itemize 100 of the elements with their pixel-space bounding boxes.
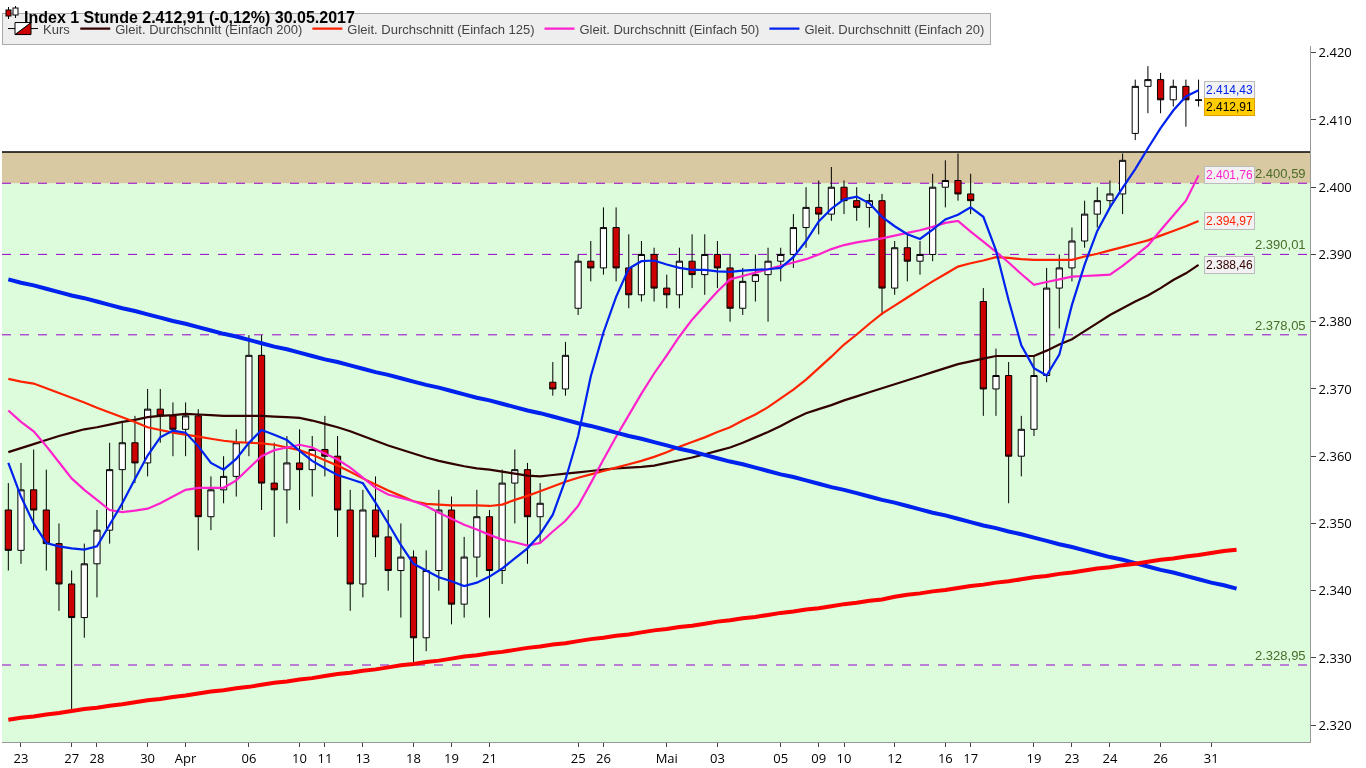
data-label: 2.414,43	[1206, 83, 1254, 97]
y-tick-label: 2.370	[1318, 379, 1352, 398]
candlestick	[232, 428, 240, 498]
x-tick-label: 05	[773, 748, 789, 767]
line-series	[6, 547, 1239, 722]
candlestick	[1169, 79, 1177, 108]
candlestick	[625, 233, 633, 309]
candlestick	[106, 442, 114, 545]
legend-label: Gleit. Durchschnitt (Einfach 20)	[804, 21, 985, 37]
candlestick	[1156, 72, 1165, 114]
candlestick	[169, 401, 177, 457]
candlestick	[359, 489, 367, 598]
candlestick	[929, 173, 937, 262]
candlestick	[701, 233, 709, 296]
x-tick-label: 11	[317, 748, 333, 767]
ref-line-label: 2.390,01	[1255, 237, 1306, 252]
ref-line-label: 2.328,95	[1255, 648, 1306, 663]
candlestick	[815, 179, 823, 235]
candlestick	[485, 509, 494, 619]
candlestick	[1106, 179, 1114, 208]
y-tick-label: 2.340	[1318, 581, 1352, 600]
candlestick	[435, 489, 443, 592]
candlestick	[384, 509, 392, 592]
candlestick	[283, 435, 291, 524]
candlestick	[574, 253, 582, 316]
candlestick	[992, 348, 1000, 417]
candlestick	[42, 469, 50, 572]
y-tick-label: 2.420	[1318, 43, 1352, 62]
candlestick	[1005, 361, 1013, 504]
candlestick	[346, 489, 354, 612]
x-tick-label: 12	[887, 748, 903, 767]
line-series	[7, 219, 1200, 508]
candlestick	[207, 475, 215, 531]
candlestick	[1081, 200, 1089, 249]
candlestick	[713, 240, 722, 289]
x-tick-label: 28	[89, 748, 105, 767]
candlestick	[397, 522, 405, 619]
candlestick	[688, 233, 696, 289]
candlestick	[587, 240, 595, 282]
x-tick-label: 16	[937, 748, 953, 767]
candlestick	[1131, 79, 1139, 141]
candlestick	[194, 408, 202, 551]
x-tick-label: 10	[292, 748, 307, 767]
candlestick	[55, 522, 63, 612]
candlestick	[422, 549, 430, 652]
y-tick-label: 2.360	[1318, 446, 1352, 465]
candlestick	[675, 247, 684, 309]
candlestick	[80, 543, 88, 639]
y-tick-label: 2.390	[1318, 245, 1352, 264]
candlestick	[663, 274, 671, 309]
candlestick	[1144, 65, 1152, 114]
candlestick	[916, 240, 924, 276]
x-tick-label: 17	[963, 748, 979, 767]
candlestick	[118, 422, 126, 511]
candlestick	[637, 240, 646, 303]
candlestick	[739, 267, 747, 316]
candlestick	[599, 206, 608, 276]
candlestick	[979, 287, 987, 417]
x-tick-label: 27	[64, 748, 80, 767]
x-tick-label: 23	[13, 748, 29, 767]
x-tick-label: 13	[355, 748, 371, 767]
x-tick-label: Mai	[655, 748, 678, 767]
candlestick	[536, 482, 544, 545]
x-tick-label: 23	[1064, 748, 1080, 767]
candlestick	[156, 388, 164, 444]
legend-label: Gleit. Durchschnitt (Einfach 50)	[579, 21, 760, 37]
candlestick	[751, 253, 759, 303]
candlestick	[523, 462, 532, 565]
candlestick	[30, 448, 38, 531]
candlestick	[650, 247, 658, 303]
candlestick	[182, 401, 190, 457]
candlestick	[561, 341, 570, 397]
data-label: 2.401,76	[1206, 168, 1254, 182]
data-label: 2.388,46	[1206, 258, 1254, 272]
candlestick	[853, 186, 861, 222]
candlestick	[878, 193, 886, 316]
candlestick	[891, 240, 899, 296]
candlestick	[295, 428, 304, 511]
y-tick-label: 2.320	[1318, 715, 1352, 734]
candlestick	[1093, 186, 1101, 229]
candlestick	[941, 159, 949, 208]
candlestick	[1055, 253, 1063, 329]
candlestick	[777, 247, 785, 282]
candlestick	[789, 213, 797, 269]
x-tick-label: 19	[1026, 748, 1042, 767]
ref-line-label: 2.378,05	[1255, 318, 1306, 333]
candlestick	[1017, 415, 1025, 477]
candlestick	[802, 186, 810, 249]
x-tick-label: 25	[570, 748, 586, 767]
x-tick-label: 31	[1203, 748, 1219, 767]
text: 2.412,91	[1206, 100, 1253, 114]
x-tick-label: 21	[482, 748, 497, 767]
y-tick-label: 2.400	[1318, 177, 1352, 196]
y-tick-label: 2.350	[1318, 514, 1352, 532]
candlestick	[498, 469, 506, 585]
candlestick	[612, 206, 620, 282]
y-tick-label: 2.410	[1318, 110, 1352, 129]
candlestick	[4, 482, 12, 572]
y-tick-label: 2.380	[1318, 312, 1352, 331]
line-series	[7, 263, 1200, 478]
